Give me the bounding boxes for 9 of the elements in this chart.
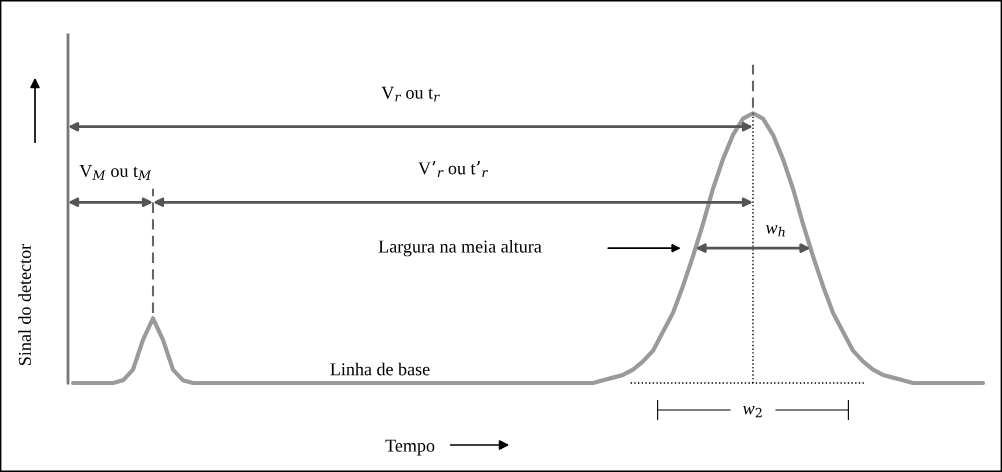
annotation: V$_{M}$ ou t$_{M}$ xyxy=(79,165,152,180)
annotation: Linha de base xyxy=(330,362,430,376)
text: V$_{r}$ ou t$_{r}$ xyxy=(381,86,440,102)
annotation: Largura na meia altura xyxy=(378,239,542,257)
annotation: w$_{h}$ xyxy=(765,225,785,237)
y-axis-title: Sinal do detector xyxy=(18,244,31,365)
annotation: V’$_{r}$ ou t’$_{r}$ xyxy=(418,161,489,178)
text: w$_{2}$ xyxy=(743,406,762,418)
x-axis-title: Tempo xyxy=(385,439,435,456)
